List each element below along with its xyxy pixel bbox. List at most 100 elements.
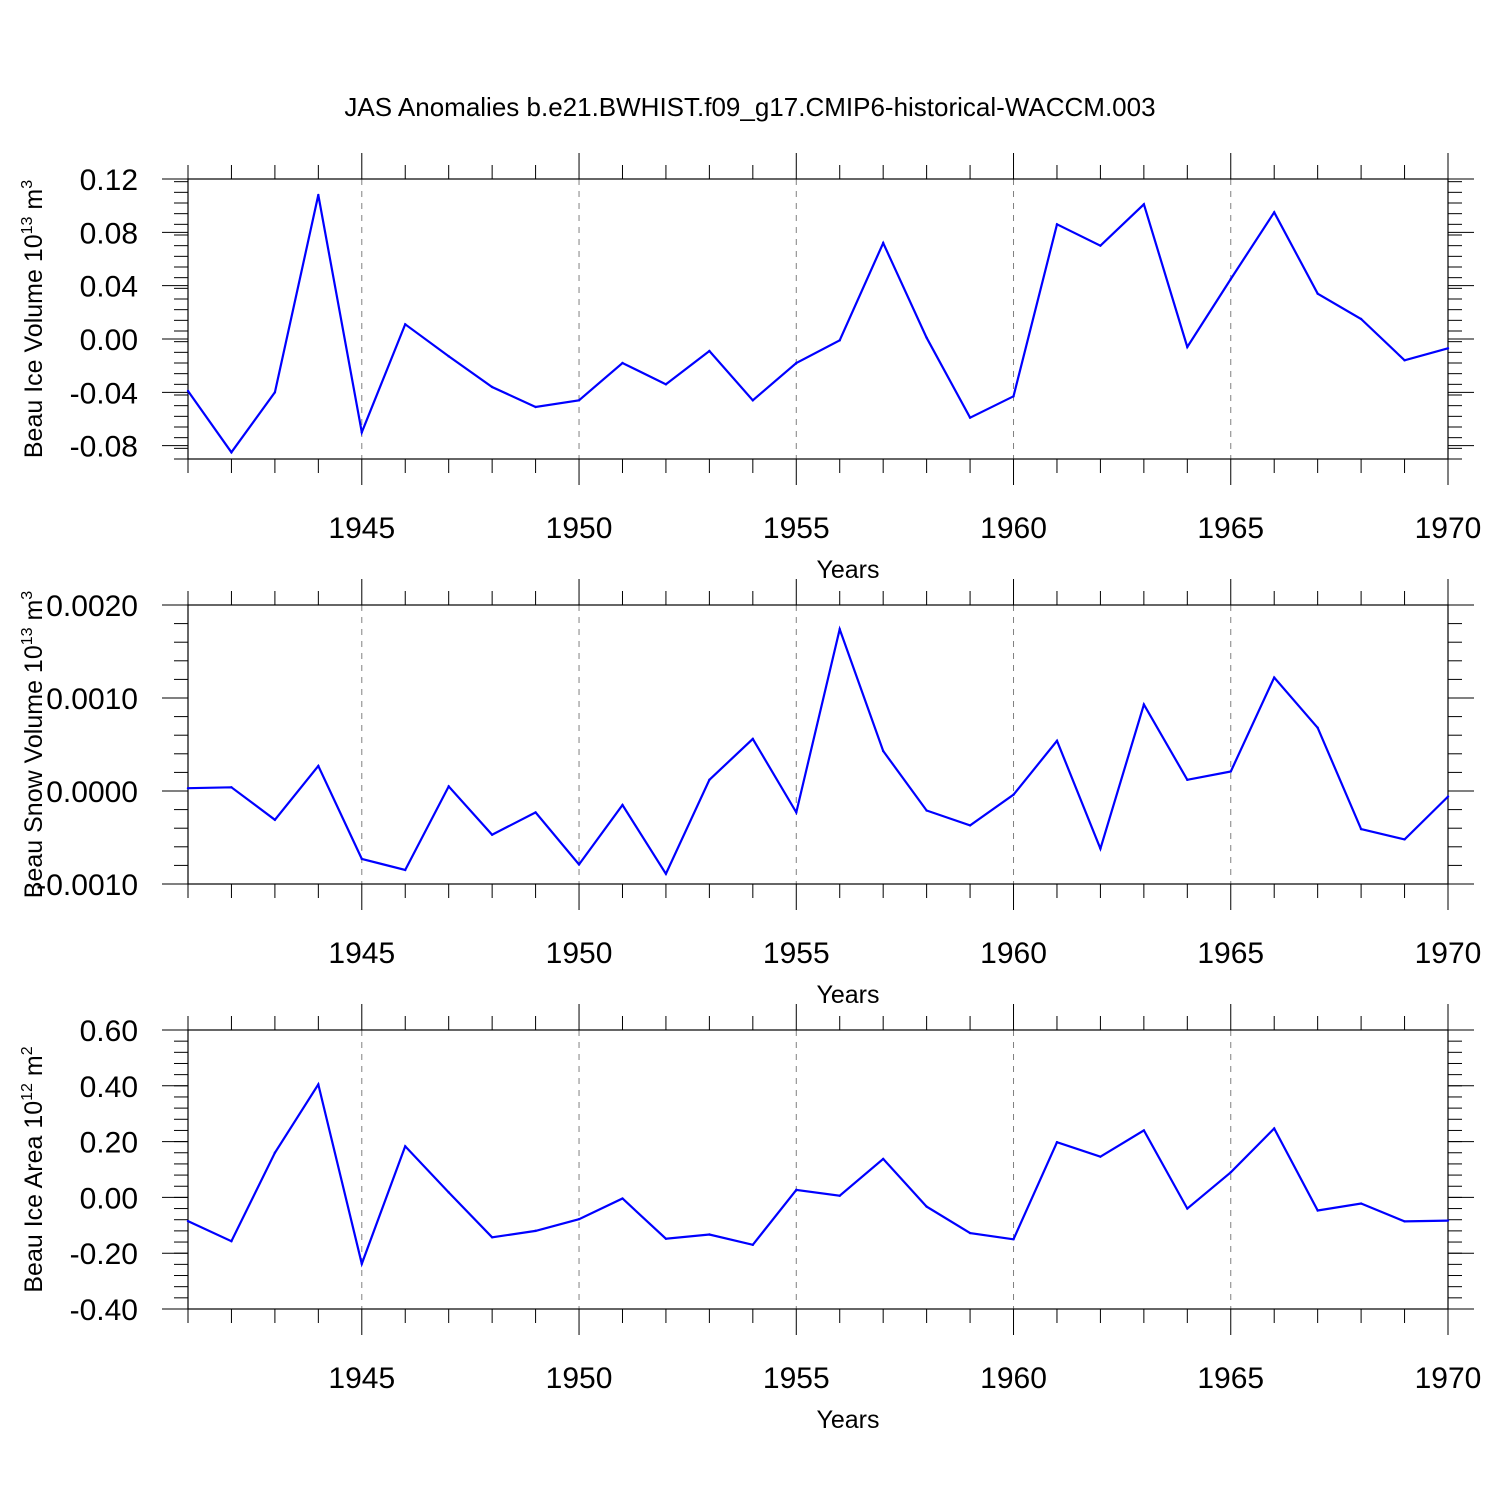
data-point-1942 (230, 786, 233, 789)
data-point-1963 (1142, 203, 1146, 206)
y-axis-title-exponent: 13 (19, 627, 36, 645)
y-tick-label: 0.00 (80, 1182, 138, 1215)
data-point-1948 (490, 385, 494, 389)
data-point-1957 (881, 1157, 885, 1161)
data-point-1952 (664, 872, 668, 875)
data-point-1963 (1142, 1129, 1146, 1132)
y-axis-title-exponent: 12 (19, 1083, 36, 1101)
y-axis-title-text: Beau Ice Volume 10 (20, 234, 48, 458)
data-point-1968 (1359, 827, 1363, 831)
x-tick-label: 1960 (980, 512, 1047, 545)
data-point-1962 (1099, 847, 1102, 850)
panel-1: 1945 1950 1955 1960 1965 1970 Years 0.12 0.08 0.0… (19, 153, 1481, 584)
data-point-1953 (708, 1233, 711, 1236)
data-point-1950 (577, 1217, 581, 1221)
y-tick-label: -0.20 (70, 1238, 138, 1271)
plot-frame (187, 1029, 1449, 1310)
data-point-1969 (1403, 359, 1406, 362)
y-axis-title-unit-exponent: 3 (19, 591, 36, 600)
x-axis-title: Years (816, 1406, 879, 1434)
data-point-1970 (1446, 795, 1450, 798)
data-point-1950 (577, 863, 581, 866)
data-point-1954 (751, 399, 755, 402)
y-tick-label: 0.20 (80, 1127, 138, 1160)
data-point-1959 (968, 824, 972, 827)
data-point-1942 (230, 1240, 233, 1243)
data-point-1956 (838, 339, 841, 342)
plot-frame (187, 178, 1449, 460)
y-tick-label: 0.12 (80, 164, 138, 197)
data-point-1941 (186, 389, 190, 393)
y-tick-label: -0.0010 (36, 869, 138, 902)
y-tick-label: 0.04 (80, 271, 138, 304)
data-point-1944 (317, 1083, 320, 1086)
data-point-1964 (1186, 1207, 1189, 1210)
data-point-1951 (621, 1197, 624, 1200)
data-point-1947 (447, 785, 450, 788)
data-point-1960 (1012, 793, 1015, 796)
x-axis-title: Years (816, 981, 879, 1009)
data-point-1954 (751, 737, 755, 741)
data-point-1969 (1403, 838, 1406, 841)
y-tick-label: 0.60 (80, 1015, 138, 1048)
y-axis-title-unit: m (20, 1055, 48, 1083)
x-tick-label: 1970 (1415, 937, 1482, 970)
data-point-1968 (1359, 1202, 1363, 1205)
data-point-1958 (925, 1205, 928, 1208)
x-tick-label: 1945 (328, 512, 395, 545)
data-point-1946 (404, 323, 407, 326)
data-point-1967 (1316, 292, 1319, 295)
x-axis-title: Years (816, 556, 879, 584)
data-point-1947 (447, 355, 450, 358)
data-point-1951 (621, 361, 624, 365)
data-point-1949 (534, 811, 537, 814)
data-point-1967 (1316, 726, 1319, 729)
data-point-1949 (534, 1229, 537, 1233)
panels: 1945 1950 1955 1960 1965 1970 Years 0.12 0.08 0.0… (19, 153, 1481, 1434)
x-tick-label: 1945 (328, 937, 395, 970)
data-point-1952 (664, 383, 668, 386)
y-axis-title-text: Beau Snow Volume 10 (20, 645, 48, 898)
x-tick-label: 1950 (546, 512, 613, 545)
y-axis-title-unit: m (20, 189, 48, 217)
y-axis-title-exponent: 13 (19, 216, 36, 234)
x-tick-label: 1945 (328, 1362, 395, 1395)
data-point-1970 (1446, 347, 1450, 350)
x-tick-label: 1950 (546, 1362, 613, 1395)
data-point-1952 (664, 1237, 668, 1240)
data-point-1943 (273, 391, 277, 394)
data-point-1953 (708, 349, 711, 353)
x-tick-label: 1955 (763, 937, 830, 970)
x-tick-label: 1970 (1415, 512, 1482, 545)
data-point-1965 (1229, 770, 1232, 773)
y-tick-label: 0.40 (80, 1071, 138, 1104)
data-point-1968 (1359, 317, 1363, 321)
data-point-1964 (1186, 778, 1189, 782)
plot-frame (187, 604, 1449, 885)
data-point-1956 (838, 1194, 841, 1197)
y-tick-label: 0.0000 (46, 776, 138, 809)
panel-2: 1945 1950 1955 1960 1965 1970 Years 0.0020 0.001… (19, 579, 1481, 1009)
data-point-1958 (925, 336, 928, 339)
data-point-1960 (1012, 1238, 1015, 1241)
data-point-1943 (273, 818, 277, 822)
data-point-1941 (186, 1219, 190, 1223)
x-tick-label: 1960 (980, 1362, 1047, 1395)
y-axis-title-unit: m (20, 600, 48, 628)
data-point-1962 (1099, 244, 1102, 247)
x-tick-label: 1965 (1197, 937, 1264, 970)
y-tick-label: -0.04 (70, 377, 138, 410)
data-point-1943 (273, 1151, 277, 1154)
data-point-1966 (1273, 211, 1276, 214)
data-point-1945 (360, 857, 363, 861)
data-point-1961 (1055, 1140, 1059, 1144)
x-tick-label: 1955 (763, 1362, 830, 1395)
data-point-1961 (1055, 223, 1059, 226)
series-line (187, 1081, 1449, 1268)
data-point-1955 (795, 361, 798, 365)
data-point-1942 (230, 451, 233, 454)
y-axis-title: Beau Ice Volume 1013 m3 (19, 180, 48, 458)
data-point-1944 (317, 193, 320, 197)
